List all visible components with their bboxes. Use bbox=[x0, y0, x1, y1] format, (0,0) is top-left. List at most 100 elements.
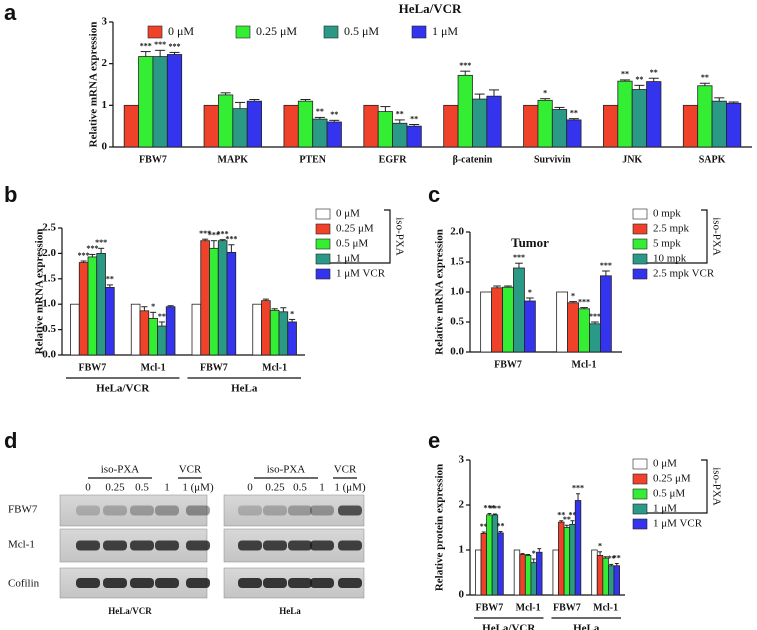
legend-swatch bbox=[147, 25, 163, 39]
bar bbox=[726, 102, 742, 148]
significance-label: *** bbox=[589, 312, 601, 321]
significance-label: ** bbox=[568, 511, 576, 520]
x-tick-label: FBW7 bbox=[553, 602, 581, 613]
blot-band bbox=[310, 505, 334, 516]
blot-band bbox=[263, 505, 287, 516]
x-tick-label: Mcl-1 bbox=[516, 602, 541, 613]
blot-strip bbox=[59, 494, 208, 527]
bar bbox=[78, 262, 89, 356]
chart-title: HeLa/VCR bbox=[399, 1, 462, 16]
bar bbox=[519, 554, 526, 596]
panel-label: d bbox=[4, 428, 17, 453]
bar bbox=[269, 309, 280, 356]
blot-bands bbox=[59, 494, 365, 599]
bar bbox=[443, 104, 459, 148]
significance-label: ** bbox=[650, 68, 658, 77]
bar bbox=[523, 104, 539, 148]
significance-label: *** bbox=[199, 229, 211, 238]
bar bbox=[563, 527, 571, 596]
significance-label: ** bbox=[106, 275, 114, 284]
panel-label: c bbox=[428, 182, 440, 207]
blot-band bbox=[310, 540, 334, 551]
x-tick-label: Mcl-1 bbox=[141, 362, 166, 373]
significance-label: *** bbox=[78, 251, 90, 260]
legend-swatch bbox=[315, 238, 331, 250]
bar bbox=[166, 54, 183, 148]
bar bbox=[524, 555, 532, 596]
bar bbox=[480, 291, 492, 353]
blot-band bbox=[76, 578, 100, 588]
legend-swatch bbox=[632, 473, 648, 485]
blot-band bbox=[238, 578, 262, 588]
legend-label: 0.25 μM bbox=[256, 24, 297, 38]
legend-swatch bbox=[632, 268, 648, 280]
legend-label: 1 μM VCR bbox=[336, 268, 386, 280]
group-label: HeLa/VCR bbox=[482, 623, 536, 630]
y-axis-label: Relative mRNA expression bbox=[434, 229, 446, 355]
bar bbox=[682, 104, 699, 148]
bar bbox=[232, 108, 248, 148]
y-tick-label: 1.5 bbox=[450, 256, 464, 268]
bar bbox=[578, 308, 590, 353]
blot-band bbox=[186, 505, 210, 516]
bar bbox=[246, 100, 262, 148]
row-label: Cofilin bbox=[8, 578, 40, 590]
bar bbox=[297, 100, 314, 148]
legend-label: 5 mpk bbox=[653, 238, 681, 250]
legend-swatch bbox=[632, 518, 648, 530]
y-tick-label: 1.5 bbox=[42, 272, 56, 284]
legend-label: 0.5 μM bbox=[344, 24, 379, 38]
row-label: FBW7 bbox=[8, 504, 38, 516]
x-tick-label: FBW7 bbox=[139, 154, 167, 165]
lane-label: 0 bbox=[85, 482, 91, 494]
blot-band bbox=[186, 578, 210, 588]
blot-band bbox=[130, 540, 154, 551]
legend-label: 0 μM bbox=[168, 24, 194, 38]
x-tick-label: FBW7 bbox=[78, 362, 106, 373]
significance-label: *** bbox=[600, 261, 612, 270]
y-axis-label: Relative mRNA expression bbox=[34, 229, 46, 355]
blot-header: iso-PXA bbox=[101, 464, 140, 476]
group-label: HeLa bbox=[573, 623, 600, 630]
blot-band bbox=[76, 505, 100, 516]
legend-bracket-label: iso-PXA bbox=[393, 217, 405, 256]
y-tick-label: 2 bbox=[459, 499, 465, 511]
panel-label: e bbox=[428, 428, 440, 453]
panel-label: b bbox=[4, 182, 17, 207]
lane-label: 1 bbox=[319, 482, 325, 494]
significance-label: *** bbox=[513, 253, 525, 262]
cell-line-label: HeLa bbox=[279, 606, 301, 616]
significance-label: *** bbox=[459, 61, 471, 70]
legend-swatch bbox=[632, 208, 648, 220]
blot-band bbox=[288, 540, 312, 551]
bar bbox=[475, 549, 482, 596]
blot-band bbox=[186, 540, 210, 551]
bar bbox=[406, 125, 422, 148]
bar bbox=[326, 121, 342, 148]
bar bbox=[70, 303, 80, 356]
blot-band bbox=[103, 578, 127, 588]
x-tick-label: Mcl-1 bbox=[593, 602, 618, 613]
row-label: Mcl-1 bbox=[8, 539, 35, 551]
significance-label: *** bbox=[95, 238, 107, 247]
significance-label: *** bbox=[140, 41, 152, 50]
legend-bracket bbox=[647, 209, 708, 264]
significance-label: ** bbox=[396, 110, 404, 119]
blot-band bbox=[238, 540, 262, 551]
x-tick-label: SAPK bbox=[699, 154, 726, 165]
legend-bracket bbox=[330, 209, 391, 264]
significance-label: *** bbox=[483, 503, 495, 512]
y-tick-label: 2.5 bbox=[42, 222, 56, 234]
significance-label: ** bbox=[570, 108, 578, 117]
bar bbox=[87, 256, 98, 356]
significance-label: * bbox=[151, 302, 155, 311]
y-tick-label: 0 bbox=[459, 589, 465, 601]
lane-label: 0.5 bbox=[293, 482, 307, 494]
x-tick-label: FBW7 bbox=[494, 359, 522, 370]
legend-label: 10 mpk bbox=[653, 253, 687, 265]
bar bbox=[600, 275, 612, 353]
bar bbox=[556, 291, 568, 353]
bar bbox=[567, 302, 579, 353]
bar bbox=[123, 104, 139, 148]
y-tick-label: 1 bbox=[459, 544, 465, 556]
